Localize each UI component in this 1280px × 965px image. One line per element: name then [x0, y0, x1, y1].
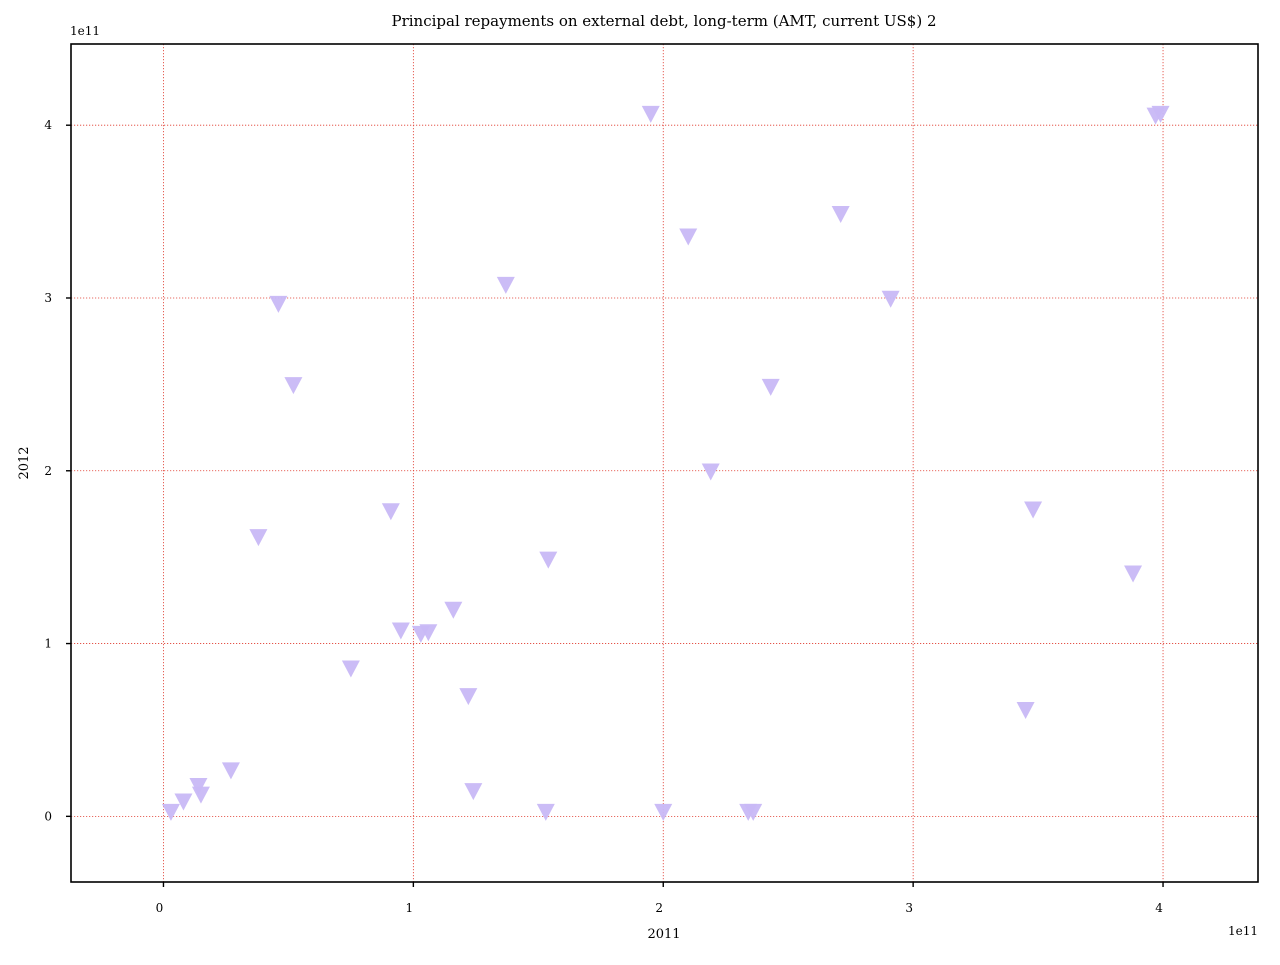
data-point-16 [496, 276, 515, 294]
y-tick-label-1: 1 [44, 637, 52, 651]
data-point-5 [249, 529, 268, 547]
data-point-14 [459, 688, 478, 706]
data-point-21 [679, 228, 698, 246]
y-tick-label-3: 3 [44, 291, 52, 305]
data-point-27 [881, 290, 900, 308]
x-tick-label-4: 4 [1155, 901, 1163, 915]
data-point-20 [654, 803, 673, 821]
data-point-24 [744, 803, 763, 821]
data-point-2 [189, 777, 208, 795]
plot-area-border [70, 43, 1259, 883]
data-point-13 [444, 601, 463, 619]
data-point-1 [174, 793, 193, 811]
data-point-28 [1016, 701, 1035, 719]
data-point-7 [284, 377, 303, 395]
data-point-32 [1151, 105, 1170, 123]
x-tick-label-3: 3 [905, 901, 913, 915]
data-point-6 [269, 295, 288, 313]
data-point-12 [419, 624, 438, 642]
x-tick-label-0: 0 [156, 901, 164, 915]
y-tick-label-2: 2 [44, 464, 52, 478]
data-point-9 [381, 503, 400, 521]
data-point-30 [1124, 565, 1143, 583]
data-point-19 [641, 105, 660, 123]
data-point-0 [161, 803, 180, 821]
data-point-18 [539, 551, 558, 569]
data-point-26 [831, 206, 850, 224]
x-axis-label: 2011 [647, 927, 680, 942]
data-point-17 [536, 803, 555, 821]
data-points [161, 105, 1170, 821]
x-axis-offset-label: 1e11 [1228, 924, 1258, 938]
x-tick-label-2: 2 [655, 901, 663, 915]
y-tick-label-4: 4 [44, 118, 52, 132]
y-axis-offset-label: 1e11 [70, 24, 100, 38]
y-tick-label-0: 0 [44, 809, 52, 823]
y-axis-label: 2012 [17, 446, 32, 479]
x-tick-label-1: 1 [406, 901, 414, 915]
data-point-25 [761, 378, 780, 396]
data-point-29 [1024, 501, 1043, 519]
chart-title: Principal repayments on external debt, l… [391, 12, 936, 30]
data-point-3 [191, 786, 210, 804]
data-point-4 [221, 762, 240, 780]
axis-ticks: 0 1 2 3 4 0 1 2 3 4 [44, 118, 1164, 915]
data-point-10 [391, 622, 410, 640]
data-point-8 [341, 660, 360, 678]
data-point-15 [464, 783, 483, 801]
data-point-22 [701, 463, 720, 481]
